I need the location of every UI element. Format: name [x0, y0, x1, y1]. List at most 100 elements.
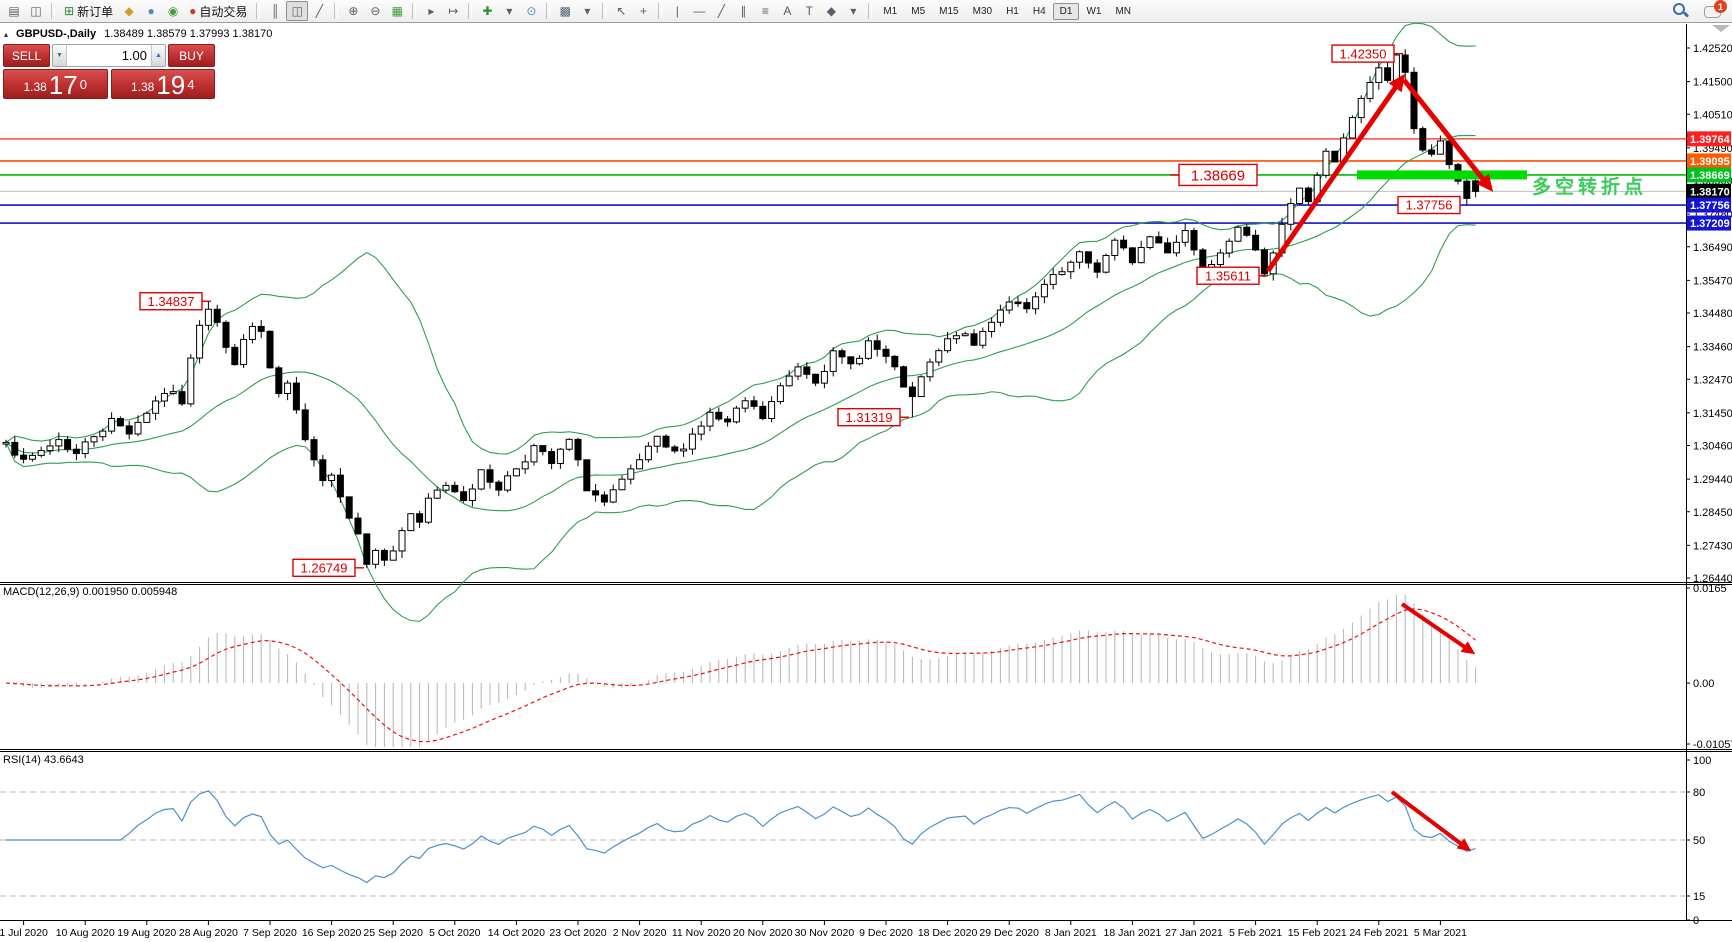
sell-price[interactable]: 1.38 17 0 [3, 69, 108, 99]
svg-text:24 Feb 2021: 24 Feb 2021 [1349, 927, 1408, 939]
cursor-icon[interactable]: ↖ [616, 4, 627, 18]
candles-layer [2, 49, 1480, 569]
svg-text:1.34837: 1.34837 [148, 294, 195, 309]
templates-icon[interactable]: ▩ [559, 4, 572, 18]
period-icon[interactable]: ⊙ [526, 4, 537, 18]
one-click-trading-panel: SELL ▼ ▲ BUY 1.38 17 0 1.38 19 4 [3, 44, 215, 99]
panel-frames [0, 24, 1732, 921]
templates-dropdown-icon[interactable]: ▾ [584, 4, 591, 18]
buy-price-small: 1.38 [130, 80, 155, 94]
svg-text:0: 0 [1693, 915, 1699, 927]
svg-text:5 Feb 2021: 5 Feb 2021 [1229, 927, 1282, 939]
volume-input[interactable] [67, 45, 151, 66]
fibonacci-icon[interactable]: ≡ [761, 4, 769, 18]
equidistant-channel-icon[interactable]: ∥ [740, 4, 747, 18]
strategy-tester-icon[interactable]: ● [147, 4, 155, 18]
svg-text:15: 15 [1693, 891, 1705, 903]
sell-price-small: 1.38 [23, 80, 47, 94]
trendline-icon[interactable]: ╱ [717, 4, 725, 18]
bar-chart-icon[interactable]: ║ [271, 4, 280, 18]
toolbar-separator [658, 3, 663, 19]
price-axis: 1.425201.415001.405101.394901.385001.374… [1686, 43, 1732, 585]
timeframe-m5-button[interactable]: M5 [911, 5, 926, 17]
svg-text:1.38669: 1.38669 [1690, 170, 1730, 182]
svg-text:15 Feb 2021: 15 Feb 2021 [1288, 927, 1347, 939]
svg-text:5 Mar 2021: 5 Mar 2021 [1414, 927, 1467, 939]
trend-arrows-layer [1265, 73, 1494, 273]
candlestick-chart-icon[interactable]: ◫ [286, 1, 309, 21]
crosshair-icon[interactable]: + [639, 4, 647, 18]
svg-text:1.35611: 1.35611 [1205, 268, 1251, 283]
tile-windows-icon[interactable]: ▦ [391, 4, 404, 18]
green-zone-rectangle [1357, 170, 1527, 180]
svg-text:9 Dec 2020: 9 Dec 2020 [859, 927, 913, 939]
rsi-down-arrow [1390, 790, 1472, 852]
timeframe-h4-button[interactable]: H4 [1032, 5, 1046, 17]
volume-increase-button[interactable]: ▲ [151, 45, 165, 66]
timeframe-d1-button[interactable]: D1 [1052, 2, 1080, 20]
text-label-icon[interactable]: T [805, 4, 814, 18]
symbol-title: GBPUSD-,Daily [16, 28, 97, 40]
search-icon[interactable] [1672, 2, 1690, 18]
svg-text:23 Oct 2020: 23 Oct 2020 [549, 927, 606, 939]
collapse-marker-icon[interactable]: ▴ [4, 29, 9, 39]
svg-text:1.26749: 1.26749 [301, 560, 348, 575]
autotrading-label: 自动交易 [199, 4, 248, 19]
svg-text:1.31319: 1.31319 [846, 410, 893, 425]
chat-icon[interactable]: 1 [1704, 0, 1727, 18]
timeframe-mn-button[interactable]: MN [1115, 5, 1132, 17]
indicators-icon[interactable]: ✚ [482, 4, 493, 18]
horizontal-line-icon[interactable]: — [693, 4, 706, 18]
new-order-label: 新订单 [77, 4, 114, 19]
zoom-out-icon[interactable]: ⊖ [370, 4, 381, 18]
line-chart-icon[interactable]: ╱ [315, 4, 323, 18]
toolbar-separator [602, 3, 607, 19]
indicators-dropdown-icon[interactable]: ▾ [506, 4, 513, 18]
metaeditor-icon[interactable]: ◆ [124, 4, 134, 18]
new-chart-icon[interactable]: ▤ [8, 4, 20, 18]
text-icon[interactable]: A [783, 4, 792, 18]
svg-text:1.37756: 1.37756 [1690, 200, 1730, 212]
svg-text:1.32470: 1.32470 [1693, 374, 1732, 386]
volume-decrease-button[interactable]: ▼ [53, 45, 67, 66]
toolbar-separator [868, 3, 873, 19]
svg-text:1.30460: 1.30460 [1693, 441, 1732, 453]
svg-text:1.33460: 1.33460 [1693, 342, 1732, 354]
autotrading-button[interactable]: ● 自动交易 [184, 1, 252, 22]
chart-shift-icon[interactable]: ↦ [448, 4, 459, 18]
buy-button[interactable]: BUY [168, 44, 215, 67]
svg-text:5 Oct 2020: 5 Oct 2020 [429, 927, 481, 939]
vertical-line-icon[interactable]: | [675, 4, 679, 18]
timeframe-m1-button[interactable]: M1 [883, 5, 898, 17]
svg-text:1.34480: 1.34480 [1693, 308, 1732, 320]
arrows-dropdown-icon[interactable]: ▾ [850, 4, 857, 18]
svg-text:RSI(14) 43.6643: RSI(14) 43.6643 [3, 754, 84, 766]
svg-text:1.40510: 1.40510 [1693, 109, 1732, 121]
svg-text:28 Aug 2020: 28 Aug 2020 [179, 927, 238, 939]
signals-icon[interactable]: ◉ [167, 4, 179, 18]
svg-text:1.42520: 1.42520 [1693, 43, 1732, 55]
auto-scroll-icon[interactable]: ▸ [428, 4, 435, 18]
arrows-icon[interactable]: ◆ [826, 4, 836, 18]
zoom-in-icon[interactable]: ⊕ [348, 4, 359, 18]
svg-text:20 Nov 2020: 20 Nov 2020 [733, 927, 793, 939]
svg-text:0.00: 0.00 [1693, 678, 1714, 690]
new-order-button[interactable]: ⊞ 新订单 [59, 1, 118, 22]
macd-down-arrow [1400, 602, 1476, 655]
timeframe-h1-button[interactable]: H1 [1006, 5, 1019, 17]
toolbar-separator [51, 3, 55, 19]
svg-text:1.37209: 1.37209 [1690, 218, 1730, 230]
sell-button[interactable]: SELL [3, 44, 50, 67]
svg-text:1.31450: 1.31450 [1693, 408, 1732, 420]
autotrading-icon: ● [189, 4, 197, 18]
chart-title-row: ▴ GBPUSD-,Daily 1.38489 1.38579 1.37993 … [4, 28, 272, 40]
buy-price[interactable]: 1.38 19 4 [110, 69, 215, 99]
svg-text:2 Nov 2020: 2 Nov 2020 [613, 927, 667, 939]
profiles-icon[interactable]: ◫ [30, 4, 42, 18]
timeframe-m15-button[interactable]: M15 [939, 5, 959, 17]
svg-text:11 Nov 2020: 11 Nov 2020 [672, 927, 731, 939]
svg-text:1 Jul 2020: 1 Jul 2020 [0, 927, 48, 939]
timeframe-m30-button[interactable]: M30 [972, 5, 993, 17]
timeframe-w1-button[interactable]: W1 [1086, 5, 1102, 17]
